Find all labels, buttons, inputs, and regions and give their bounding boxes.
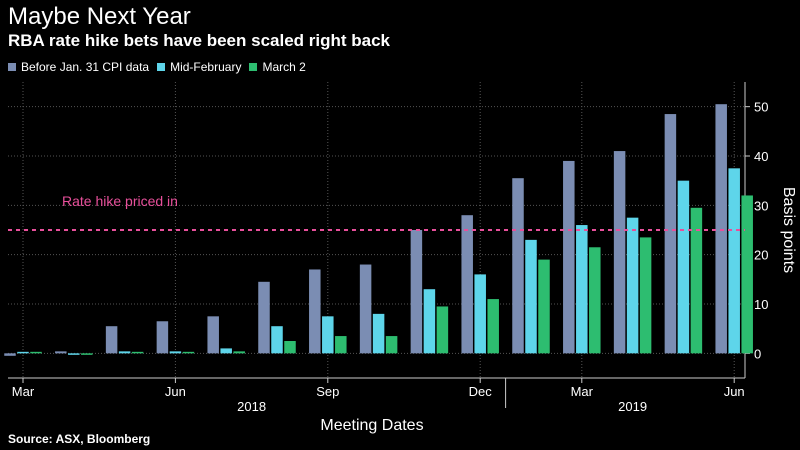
bar-s0-c0 <box>4 353 16 356</box>
x-axis-title: Meeting Dates <box>320 417 423 434</box>
source-note: Source: ASX, Bloomberg <box>8 432 151 446</box>
bar-s1-c3 <box>169 351 182 354</box>
y-tick-label-10: 10 <box>754 297 768 312</box>
legend-label-mid-february: Mid-February <box>170 60 242 74</box>
bar-s0-c6 <box>309 269 321 354</box>
bar-s1-c1 <box>68 353 80 355</box>
bar-s2-c6 <box>335 336 347 354</box>
bar-s0-c10 <box>512 178 524 354</box>
legend-swatch-mid-february <box>157 63 166 71</box>
legend-label-march-2: March 2 <box>262 60 306 74</box>
bar-s2-c4 <box>233 351 245 354</box>
bar-s2-c5 <box>284 341 296 354</box>
y-tick-label-40: 40 <box>754 149 768 164</box>
bar-s0-c2 <box>105 326 118 354</box>
bar-s2-c1 <box>81 353 93 355</box>
bar-s0-c13 <box>664 114 677 354</box>
bar-s2-c2 <box>131 351 144 354</box>
bar-s2-c3 <box>182 351 195 354</box>
bar-s0-c7 <box>359 264 372 354</box>
y-tick-label-20: 20 <box>754 248 768 263</box>
bar-s1-c7 <box>372 313 385 354</box>
reference-line-label: Rate hike priced in <box>62 193 178 209</box>
bar-s1-c13 <box>677 180 690 354</box>
bar-s1-c12 <box>626 217 639 354</box>
bar-s0-c3 <box>156 321 169 354</box>
bar-s0-c11 <box>563 160 575 354</box>
y-tick-label-30: 30 <box>754 198 768 213</box>
bar-s0-c9 <box>461 215 473 354</box>
x-tick-label-2: Sep <box>316 384 339 399</box>
bar-s1-c9 <box>474 274 486 354</box>
bar-s2-c0 <box>30 351 42 354</box>
chart-subtitle: RBA rate hike bets have been scaled righ… <box>8 31 391 50</box>
bar-s2-c12 <box>639 237 652 354</box>
bar-s1-c14 <box>728 168 740 354</box>
y-tick-label-0: 0 <box>754 346 761 361</box>
bar-s1-c10 <box>525 239 537 354</box>
legend-swatch-march-2 <box>249 63 258 71</box>
legend-item-before-cpi: Before Jan. 31 CPI data <box>8 60 149 74</box>
bar-s2-c14 <box>741 195 753 354</box>
bar-s0-c14 <box>715 104 727 354</box>
legend-swatch-before-cpi <box>8 63 16 71</box>
bar-s0-c5 <box>258 281 270 354</box>
y-tick-label-50: 50 <box>754 100 768 115</box>
legend-item-mid-february: Mid-February <box>157 60 241 74</box>
bar-s1-c2 <box>118 351 131 354</box>
y-axis-title: Basis points <box>780 187 797 273</box>
bar-s2-c9 <box>487 299 499 354</box>
x-tick-label-5: Jun <box>724 384 745 399</box>
bar-s2-c7 <box>385 336 398 354</box>
bar-s2-c8 <box>436 306 449 354</box>
bar-s0-c1 <box>55 351 67 354</box>
bar-s1-c8 <box>423 289 436 354</box>
bar-s2-c13 <box>690 207 703 354</box>
x-tick-label-4: Mar <box>571 384 594 399</box>
legend-label-before-cpi: Before Jan. 31 CPI data <box>21 60 150 74</box>
year-label-2018: 2018 <box>237 399 266 414</box>
bar-s2-c10 <box>538 259 550 354</box>
bar-s1-c5 <box>271 326 283 354</box>
bar-s0-c12 <box>613 151 626 354</box>
x-tick-label-0: Mar <box>12 384 35 399</box>
chart-title: Maybe Next Year <box>8 3 191 30</box>
legend: Before Jan. 31 CPI data Mid-February Mar… <box>8 60 314 74</box>
year-label-2019: 2019 <box>618 399 647 414</box>
bar-s0-c8 <box>410 230 423 354</box>
bar-s0-c4 <box>207 316 219 354</box>
x-tick-label-3: Dec <box>469 384 493 399</box>
bar-s1-c0 <box>17 351 29 354</box>
bar-s1-c4 <box>220 348 232 354</box>
x-tick-label-1: Jun <box>165 384 186 399</box>
bar-s2-c11 <box>589 247 601 354</box>
bar-s1-c11 <box>576 225 588 354</box>
bar-s1-c6 <box>322 316 334 354</box>
legend-item-march-2: March 2 <box>249 60 306 74</box>
